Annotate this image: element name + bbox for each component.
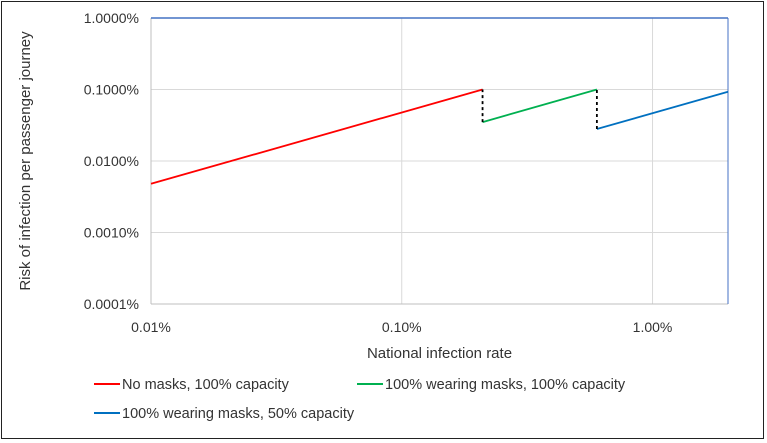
y-tick-label: 0.0010%	[84, 225, 139, 241]
x-tick-labels: 0.01% 0.10% 1.00%	[131, 319, 672, 335]
legend-label: 100% wearing masks, 100% capacity	[385, 377, 626, 393]
legend: No masks, 100% capacity 100% wearing mask…	[94, 377, 626, 422]
grid-lines	[150, 18, 728, 305]
risk-chart: 0.0001% 0.0010% 0.0100% 0.1000% 1.0000% 0.01…	[17, 10, 729, 422]
y-axis-title: Risk of infection per passenger journey	[17, 31, 34, 291]
y-tick-labels: 0.0001% 0.0010% 0.0100% 0.1000% 1.0000%	[84, 10, 139, 312]
legend-entry-3: 100% wearing masks, 50% capacity	[94, 406, 355, 422]
legend-label: No masks, 100% capacity	[122, 377, 290, 393]
series-line-3	[596, 90, 729, 130]
x-tick-label: 0.10%	[382, 319, 422, 335]
legend-entry-1: No masks, 100% capacity	[94, 377, 290, 393]
plot-border	[150, 17, 729, 305]
series-line-1	[150, 88, 483, 185]
y-tick-label: 1.0000%	[84, 10, 139, 26]
transition-lines	[481, 89, 598, 130]
x-tick-label: 1.00%	[633, 319, 673, 335]
y-tick-label: 0.0001%	[84, 296, 139, 312]
series-lines	[150, 88, 729, 185]
series-line-2	[482, 88, 598, 123]
y-tick-label: 0.0100%	[84, 153, 139, 169]
legend-label: 100% wearing masks, 50% capacity	[122, 406, 355, 422]
x-axis-title: National infection rate	[367, 345, 512, 362]
y-tick-label: 0.1000%	[84, 82, 139, 98]
x-tick-label: 0.01%	[131, 319, 171, 335]
legend-entry-2: 100% wearing masks, 100% capacity	[357, 377, 626, 393]
